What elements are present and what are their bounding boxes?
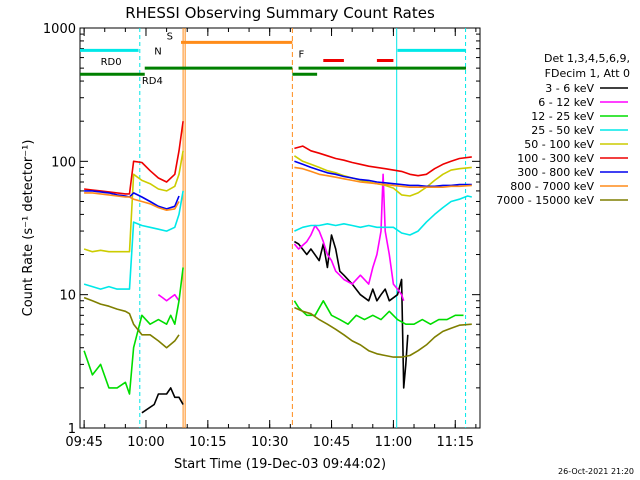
plot-frame xyxy=(79,27,481,429)
series-line-0 xyxy=(294,234,409,389)
legend-entry: 800 - 7000 keV xyxy=(510,180,594,193)
series-line-5 xyxy=(84,121,184,195)
series-line-2 xyxy=(293,300,464,325)
legend-entry: 7000 - 15000 keV xyxy=(496,194,594,207)
legend-header: Det 1,3,4,5,6,9, xyxy=(544,52,630,65)
series-line-4 xyxy=(83,150,184,253)
y-tick-label: 100 xyxy=(51,155,76,170)
series-line-6 xyxy=(84,190,180,210)
legend-entry: 3 - 6 keV xyxy=(545,82,594,95)
y-axis-label: Count Rate (s⁻¹ detector⁻¹) xyxy=(21,140,36,317)
state-bar-label: F xyxy=(299,50,305,61)
series-line-5 xyxy=(294,145,472,177)
legend-entry: 100 - 300 keV xyxy=(517,152,594,165)
x-tick-label: 11:15 xyxy=(437,435,474,450)
series-line-3 xyxy=(294,195,472,236)
state-bar-label: RD0 xyxy=(101,57,122,68)
series-line-7 xyxy=(84,192,180,211)
series-line-1 xyxy=(293,173,405,302)
series-line-3 xyxy=(83,190,184,290)
chart-title: RHESSI Observing Summary Count Rates xyxy=(125,4,435,22)
state-bar-label: N xyxy=(154,46,161,57)
legend-entry: 6 - 12 keV xyxy=(538,96,594,109)
series-line-1 xyxy=(157,293,180,302)
legend-entry: 300 - 800 keV xyxy=(517,166,594,179)
x-tick-label: 10:15 xyxy=(189,435,226,450)
x-tick-label: 10:45 xyxy=(313,435,350,450)
series-line-2 xyxy=(83,267,184,395)
x-axis-label: Start Time (19-Dec-03 09:44:02) xyxy=(174,457,386,472)
y-tick-label: 1000 xyxy=(43,22,76,37)
series-line-6 xyxy=(294,160,472,188)
y-tick-label: 10 xyxy=(59,289,76,304)
state-bar-label: S xyxy=(167,31,173,42)
legend-entry: 25 - 50 keV xyxy=(531,124,594,137)
legend-header: FDecim 1, Att 0 xyxy=(545,67,630,80)
series-line-8 xyxy=(83,296,180,349)
x-tick-label: 11:00 xyxy=(375,435,412,450)
date-stamp: 26-Oct-2021 21:20 xyxy=(558,467,634,476)
legend-entry: 50 - 100 keV xyxy=(524,138,594,151)
y-tick-label: 1 xyxy=(68,422,76,437)
state-bar-label: RD4 xyxy=(142,76,163,87)
legend-entry: 12 - 25 keV xyxy=(531,110,594,123)
x-tick-label: 10:00 xyxy=(127,435,164,450)
x-tick-label: 10:30 xyxy=(251,435,288,450)
series-line-8 xyxy=(294,306,472,358)
series-line-0 xyxy=(141,387,184,414)
x-tick-label: 09:45 xyxy=(65,435,102,450)
series-line-7 xyxy=(294,166,472,188)
